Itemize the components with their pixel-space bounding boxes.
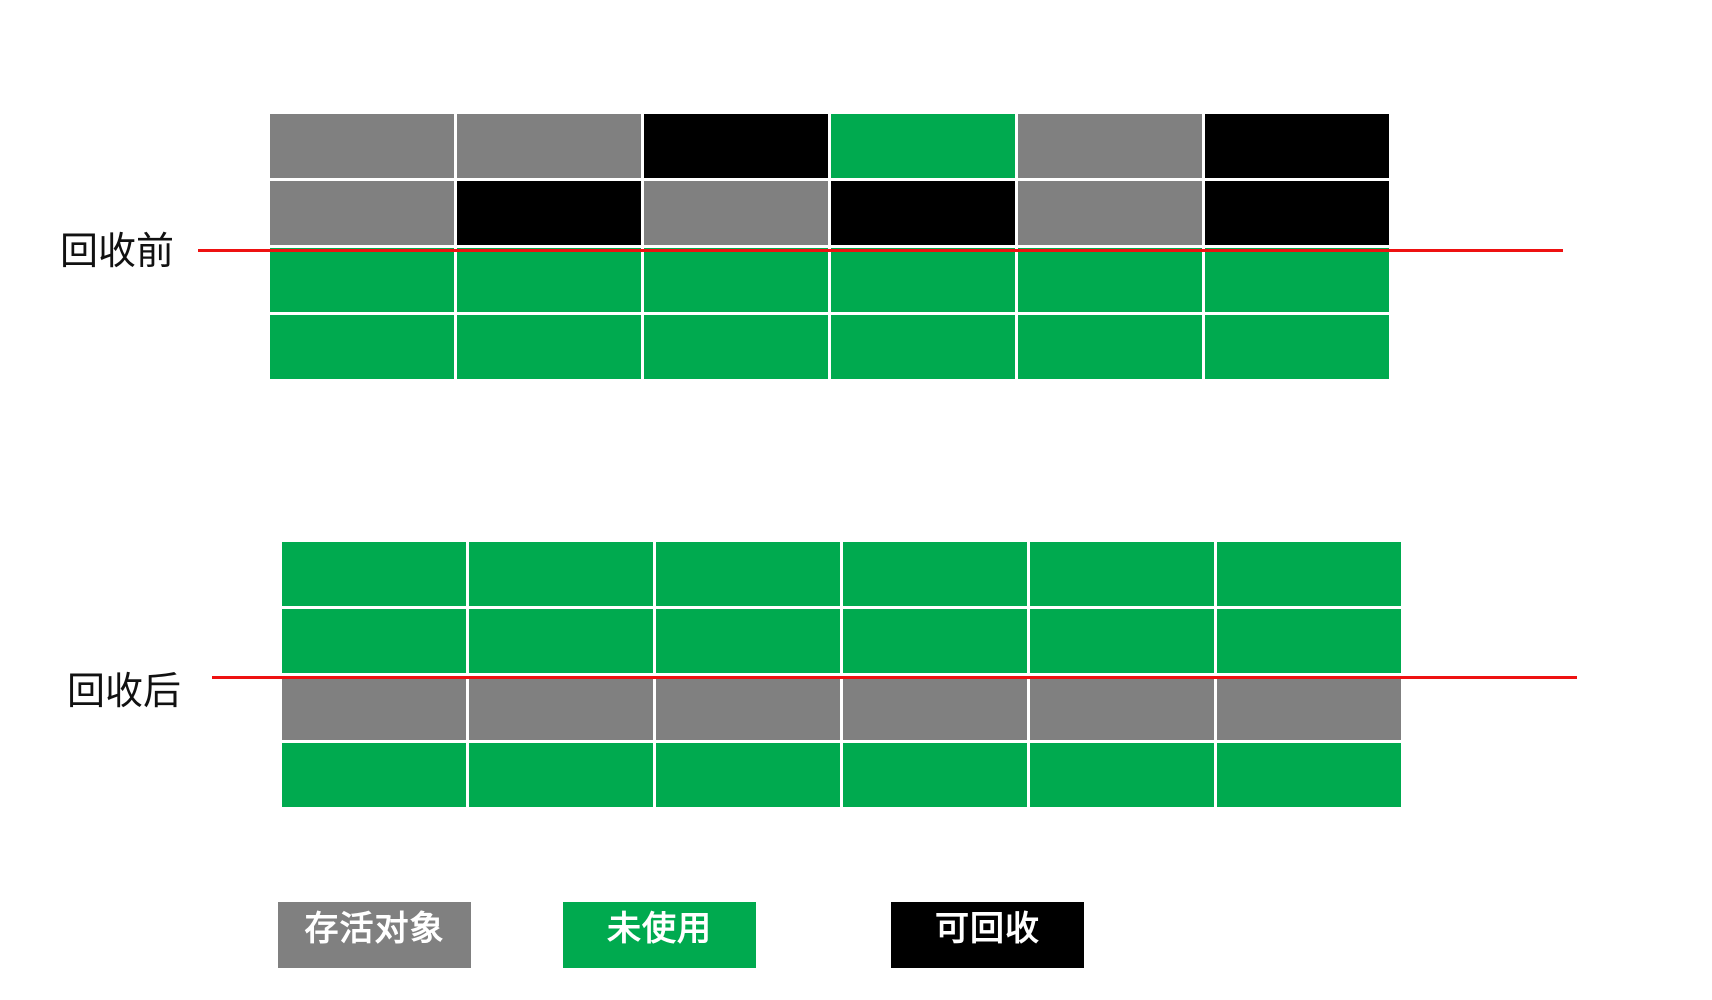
legend-reclaimable: 可回收 [891,902,1084,968]
after-cell-unused [469,542,653,606]
label-before-collection: 回收前 [60,229,175,273]
legend-live-objects: 存活对象 [278,902,471,968]
after-cell-live [1030,676,1214,740]
after-cell-unused [1030,743,1214,807]
after-cell-unused [282,743,466,807]
after-cell-unused [282,542,466,606]
before-cell-unused [831,248,1015,312]
after-cell-unused [282,609,466,673]
before-cell-unused [1018,248,1202,312]
after-cell-unused [1217,743,1401,807]
before-cell-unused [644,315,828,379]
after-cell-unused [843,743,1027,807]
after-cell-live [843,676,1027,740]
memory-grid-before [270,114,1389,379]
before-cell-unused [270,248,454,312]
before-cell-unused [457,315,641,379]
legend-unused: 未使用 [563,902,756,968]
after-cell-unused [656,743,840,807]
before-cell-unused [831,114,1015,178]
before-cell-live [1018,114,1202,178]
before-cell-unused [831,315,1015,379]
memory-grid-after [282,542,1401,807]
after-cell-live [1217,676,1401,740]
boundary-line-before [198,249,1563,252]
after-cell-live [282,676,466,740]
before-cell-unused [1018,315,1202,379]
after-cell-unused [1030,609,1214,673]
before-cell-unused [1205,248,1389,312]
after-cell-unused [656,542,840,606]
before-cell-live [270,181,454,245]
after-cell-unused [843,542,1027,606]
after-cell-unused [469,743,653,807]
before-cell-live [457,114,641,178]
before-cell-garbage [1205,114,1389,178]
after-cell-unused [469,609,653,673]
after-cell-unused [1217,609,1401,673]
after-cell-live [469,676,653,740]
before-cell-unused [457,248,641,312]
label-after-collection: 回收后 [67,669,182,713]
before-cell-garbage [1205,181,1389,245]
before-cell-garbage [831,181,1015,245]
before-cell-live [270,114,454,178]
boundary-line-after [212,676,1577,679]
after-cell-live [656,676,840,740]
after-cell-unused [1030,542,1214,606]
after-cell-unused [843,609,1027,673]
after-cell-unused [656,609,840,673]
before-cell-unused [1205,315,1389,379]
before-cell-live [644,181,828,245]
before-cell-garbage [457,181,641,245]
before-cell-unused [644,248,828,312]
before-cell-garbage [644,114,828,178]
before-cell-unused [270,315,454,379]
after-cell-unused [1217,542,1401,606]
before-cell-live [1018,181,1202,245]
